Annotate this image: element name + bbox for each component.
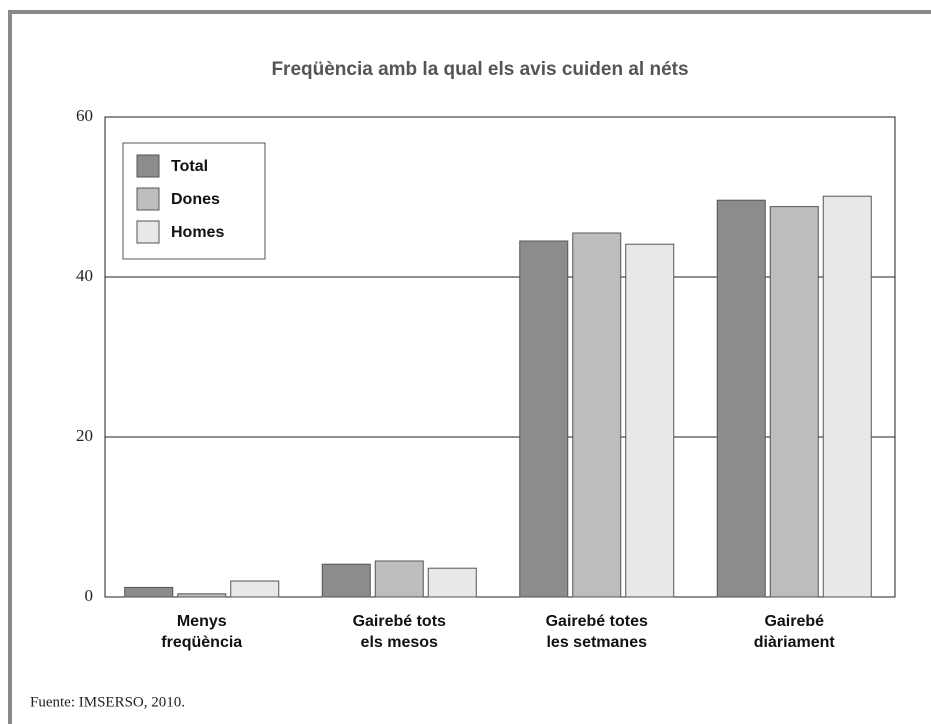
- legend-swatch: [136, 187, 160, 211]
- bar: [572, 232, 622, 598]
- legend-label: Total: [171, 158, 208, 175]
- chart-title: Freqüència amb la qual els avis cuiden a…: [271, 59, 688, 80]
- bar: [374, 560, 424, 598]
- legend-swatch: [136, 154, 160, 178]
- bar: [822, 195, 872, 598]
- x-tick-label: freqüència: [161, 634, 242, 651]
- y-tick-label: 60: [76, 106, 93, 125]
- y-tick-label: 40: [76, 266, 93, 285]
- x-tick-label: Gairebé: [764, 613, 824, 630]
- x-tick-label: els mesos: [361, 634, 438, 651]
- legend-label: Dones: [171, 191, 220, 208]
- plot-frame: [104, 116, 896, 598]
- y-tick-label: 0: [85, 586, 94, 605]
- bar: [716, 199, 766, 598]
- x-tick-label: les setmanes: [546, 634, 647, 651]
- x-tick-label: diàriament: [754, 634, 836, 651]
- legend-label: Homes: [171, 224, 224, 241]
- legend-swatch: [136, 220, 160, 244]
- bar: [230, 580, 280, 598]
- bar: [769, 206, 819, 598]
- bar: [321, 563, 371, 598]
- y-tick-label: 20: [76, 426, 93, 445]
- bar: [177, 593, 227, 598]
- bar: [124, 586, 174, 598]
- bar: [519, 240, 569, 598]
- source-note: Fuente: IMSERSO, 2010.: [30, 694, 185, 710]
- x-tick-label: Gairebé tots: [353, 613, 446, 630]
- bar: [625, 243, 675, 598]
- x-tick-label: Menys: [177, 613, 227, 630]
- bar: [427, 567, 477, 598]
- x-tick-label: Gairebé totes: [546, 613, 648, 630]
